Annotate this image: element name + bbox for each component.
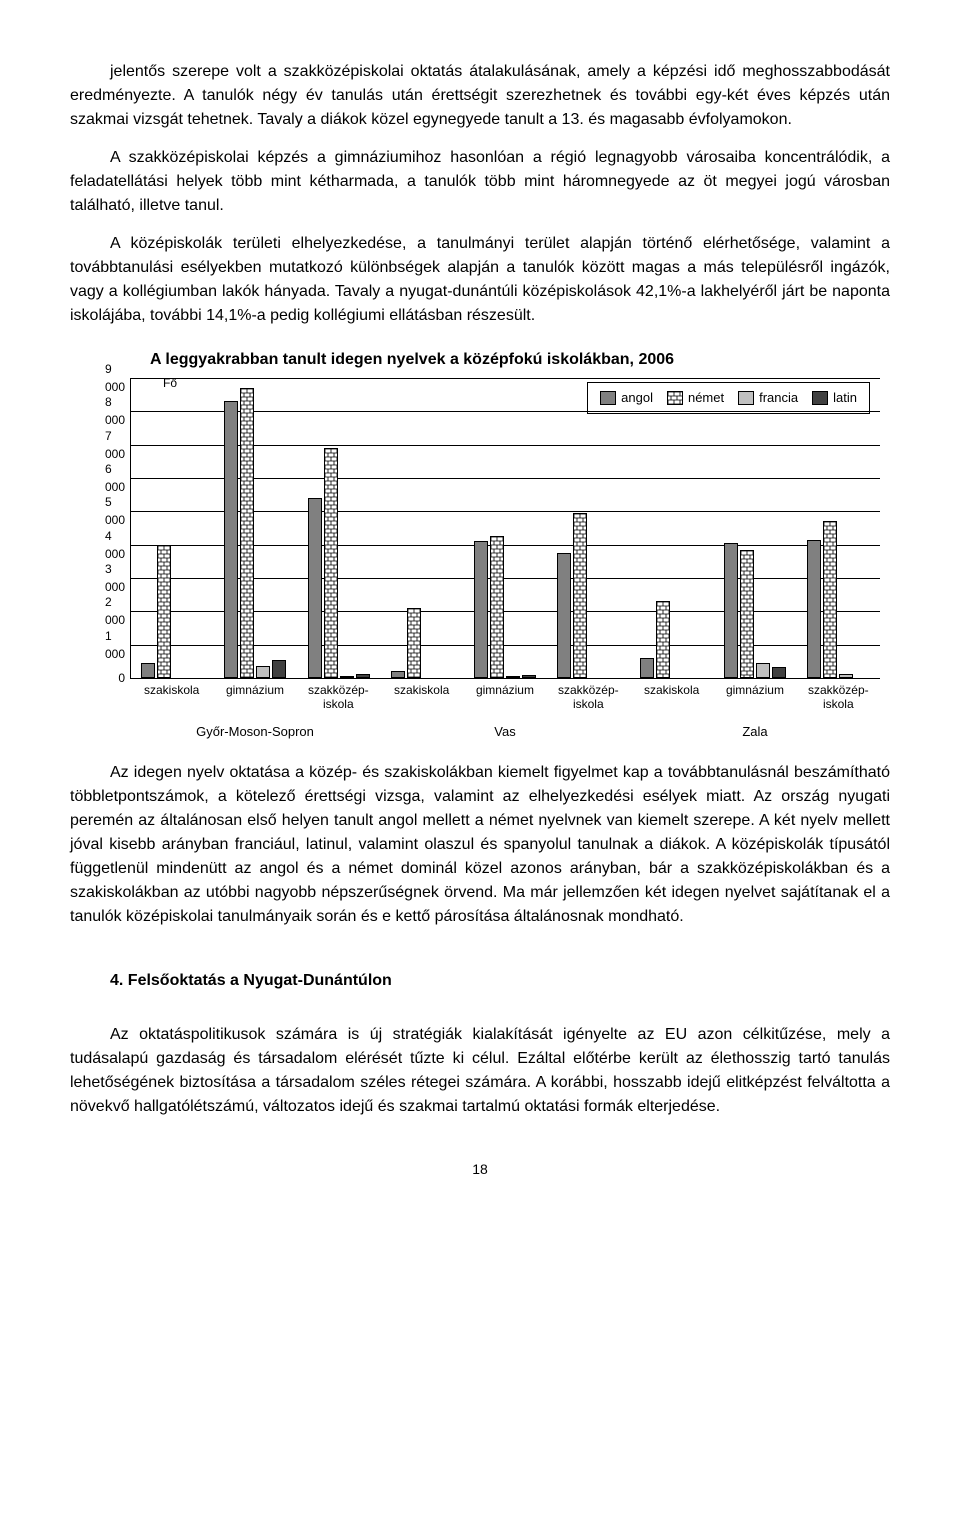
chart-bar bbox=[823, 521, 837, 678]
chart-x-label: szakközép-iskola bbox=[297, 679, 380, 712]
chart-bar bbox=[224, 401, 238, 678]
chart-bar-group bbox=[630, 378, 713, 678]
chart-y-tick: 9 000 bbox=[105, 360, 131, 396]
paragraph-5: Az oktatáspolitikusok számára is új stra… bbox=[70, 1023, 890, 1119]
chart-bar bbox=[240, 388, 254, 678]
chart-bar bbox=[740, 550, 754, 678]
chart-x-label: gimnázium bbox=[213, 679, 296, 712]
chart-bar-group bbox=[297, 378, 380, 678]
chart-bar bbox=[557, 553, 571, 678]
chart-bar bbox=[391, 671, 405, 678]
chart-y-tick: 0 bbox=[118, 669, 131, 687]
chart-bar bbox=[724, 543, 738, 678]
chart-y-tick: 3 000 bbox=[105, 560, 131, 596]
chart-bar bbox=[407, 608, 421, 678]
chart-bar bbox=[340, 676, 354, 678]
chart-bar bbox=[807, 540, 821, 678]
chart-region-label: Vas bbox=[380, 712, 630, 742]
chart-bar-group bbox=[381, 378, 464, 678]
chart-bar bbox=[256, 666, 270, 678]
chart-bar bbox=[308, 498, 322, 678]
chart-bar bbox=[522, 675, 536, 678]
chart-title: A leggyakrabban tanult idegen nyelvek a … bbox=[150, 348, 890, 372]
chart-bar-group bbox=[464, 378, 547, 678]
chart-bar bbox=[272, 660, 286, 678]
chart-y-tick: 2 000 bbox=[105, 593, 131, 629]
chart-bar bbox=[573, 513, 587, 678]
chart-x-label: szakiskola bbox=[130, 679, 213, 712]
chart-y-tick: 8 000 bbox=[105, 393, 131, 429]
chart-bar bbox=[640, 658, 654, 678]
chart-region-labels: Győr-Moson-SopronVasZala bbox=[130, 712, 880, 742]
paragraph-3: A középiskolák területi elhelyezkedése, … bbox=[70, 232, 890, 328]
chart-bar bbox=[506, 676, 520, 678]
paragraph-4: Az idegen nyelv oktatása a közép- és sza… bbox=[70, 761, 890, 929]
chart-x-labels: szakiskolagimnáziumszakközép-iskolaszaki… bbox=[130, 679, 880, 712]
chart-bar-group bbox=[214, 378, 297, 678]
chart-bar bbox=[356, 674, 370, 678]
chart-bar-group bbox=[131, 378, 214, 678]
bar-chart: A leggyakrabban tanult idegen nyelvek a … bbox=[70, 348, 890, 741]
chart-bar-group bbox=[714, 378, 797, 678]
chart-bar bbox=[772, 667, 786, 678]
chart-bar bbox=[490, 536, 504, 678]
chart-region-label: Zala bbox=[630, 712, 880, 742]
chart-bar-group bbox=[547, 378, 630, 678]
chart-y-tick: 4 000 bbox=[105, 527, 131, 563]
chart-y-tick: 5 000 bbox=[105, 493, 131, 529]
chart-bar bbox=[474, 541, 488, 678]
chart-x-label: szakiskola bbox=[380, 679, 463, 712]
chart-region-label: Győr-Moson-Sopron bbox=[130, 712, 380, 742]
chart-bar bbox=[839, 674, 853, 678]
chart-y-tick: 1 000 bbox=[105, 627, 131, 663]
chart-bars-row bbox=[131, 378, 880, 678]
paragraph-2: A szakközépiskolai képzés a gimnáziumiho… bbox=[70, 146, 890, 218]
chart-x-label: szakközép-iskola bbox=[547, 679, 630, 712]
chart-x-label: gimnázium bbox=[713, 679, 796, 712]
page-number: 18 bbox=[70, 1159, 890, 1180]
chart-bar-group bbox=[797, 378, 880, 678]
chart-bar bbox=[656, 601, 670, 678]
chart-y-tick: 7 000 bbox=[105, 427, 131, 463]
chart-bar bbox=[756, 663, 770, 678]
chart-plot-area: Fő angolnémetfrancialatin 01 0002 0003 0… bbox=[130, 378, 880, 679]
chart-bar bbox=[324, 448, 338, 678]
chart-bar bbox=[157, 545, 171, 678]
paragraph-1: jelentős szerepe volt a szakközépiskolai… bbox=[70, 60, 890, 132]
chart-y-tick: 6 000 bbox=[105, 460, 131, 496]
chart-bar bbox=[141, 663, 155, 678]
chart-x-label: szakiskola bbox=[630, 679, 713, 712]
chart-x-label: szakközép-iskola bbox=[797, 679, 880, 712]
chart-x-label: gimnázium bbox=[463, 679, 546, 712]
section-heading: 4. Felsőoktatás a Nyugat-Dunántúlon bbox=[70, 969, 890, 993]
